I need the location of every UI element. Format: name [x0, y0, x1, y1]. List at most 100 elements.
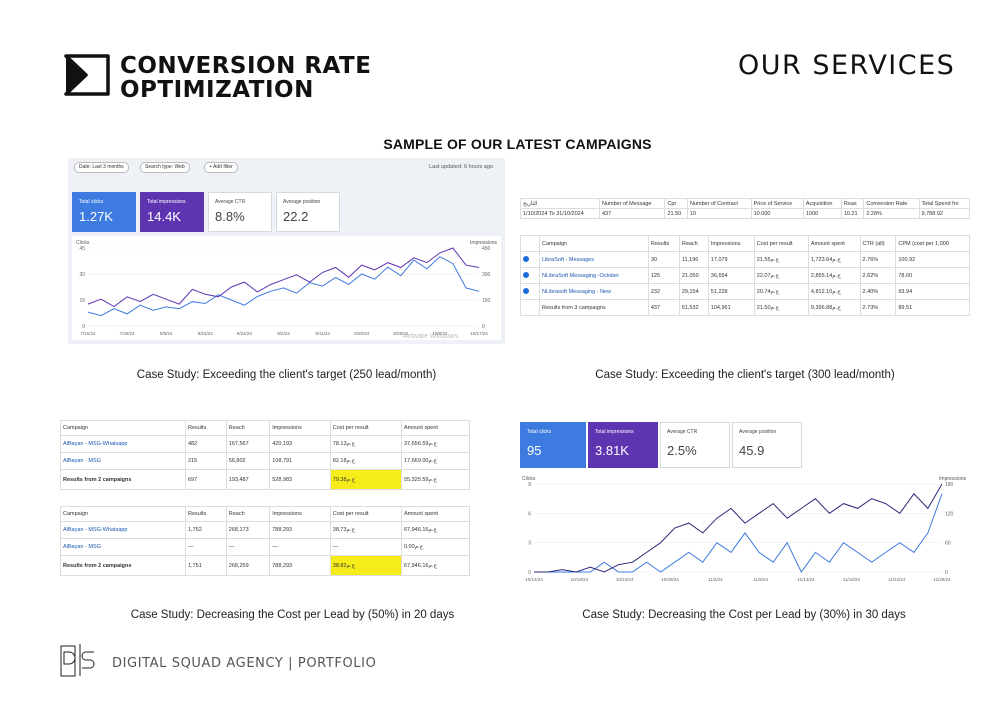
y-tick-label: 0: [82, 324, 85, 330]
header-cell[interactable]: Campaign: [60, 506, 186, 522]
cell: 100.92: [895, 251, 970, 268]
header-cell[interactable]: Cost per result: [329, 420, 402, 436]
y2-tick-label: 60: [945, 541, 951, 547]
case4-caption: Case Study: Decreasing the Cost per Lead…: [582, 609, 906, 621]
axis-right-title: Impressions: [470, 240, 497, 246]
metric-card-clicks[interactable]: Total clicks 1.27K: [72, 192, 136, 232]
cell: 67,946.16ج.م: [400, 555, 470, 576]
cell: 9,396.88ج.م: [807, 299, 861, 316]
table-row: LibraSoft - Messages 30 11,196 17,079 21…: [520, 251, 970, 268]
toggle-on-icon: [523, 287, 529, 294]
header-cell[interactable]: Results: [185, 506, 227, 522]
x-tick-label: 11/28/24: [933, 577, 951, 582]
cell: 268,259: [225, 555, 271, 576]
campaign-link[interactable]: AlBayan - MSG: [60, 538, 186, 556]
metric-card-position[interactable]: Average position 22.2: [276, 192, 340, 232]
metric-value: 2.5%: [667, 443, 697, 458]
campaign-link[interactable]: LibraSoft - Messages: [539, 251, 649, 268]
add-filter-button[interactable]: + Add filter: [204, 162, 238, 173]
campaign-toggle[interactable]: [520, 251, 540, 268]
x-tick-label: 9/29/24: [393, 331, 409, 336]
metric-card-ctr[interactable]: Average CTR 2.5%: [660, 422, 730, 468]
table-header-row: Campaign Results Reach Impressions Cost …: [60, 506, 470, 522]
table-header-row: Campaign Results Reach Impressions Cost …: [60, 420, 470, 436]
header-cell[interactable]: Impressions: [707, 235, 755, 252]
metric-card-impressions[interactable]: Total impressions 3.81K: [588, 422, 658, 468]
campaign-link[interactable]: NLibraSoft Messaging -October: [539, 267, 649, 284]
header-cell: Number of Message: [598, 198, 666, 209]
header-cell[interactable]: CTR (all): [859, 235, 897, 252]
cell: 22.07ج.م: [753, 267, 809, 284]
header-cell: Total Spend fro: [918, 198, 970, 209]
brand-logo: [64, 54, 110, 96]
header-cell: Roas: [840, 198, 865, 209]
header-cell[interactable]: CPM (cost per 1,000: [895, 235, 970, 252]
metric-value: 8.8%: [215, 209, 245, 224]
metric-label: Average CTR: [667, 429, 698, 435]
header-cell[interactable]: Amount spent: [400, 420, 470, 436]
y2-tick-label: 0: [482, 324, 485, 330]
metric-card-ctr[interactable]: Average CTR 8.8%: [208, 192, 272, 232]
campaign-table-after: Campaign Results Reach Impressions Cost …: [60, 506, 470, 576]
cell: 56,802: [225, 452, 271, 470]
campaign-link[interactable]: AlBayan - MSG: [60, 452, 186, 470]
cell: 10.21: [840, 208, 865, 219]
header-cell[interactable]: Impressions: [269, 420, 331, 436]
campaign-link[interactable]: AlBayan - MSG-Whatsapp: [60, 435, 186, 453]
cell: 528,983: [269, 469, 331, 490]
header-cell[interactable]: Reach: [225, 506, 271, 522]
header-cell[interactable]: Cost per result: [753, 235, 809, 252]
header-cell[interactable]: Campaign: [539, 235, 649, 252]
cell: 193,487: [225, 469, 271, 490]
metric-label: Average position: [283, 199, 321, 205]
header-cell[interactable]: Results: [185, 420, 227, 436]
metric-card-impressions[interactable]: Total impressions 14.4K: [140, 192, 204, 232]
cell: 788,293: [269, 521, 331, 539]
logo-title: CONVERSION RATE OPTIMIZATION: [120, 54, 371, 102]
header-cell[interactable]: Campaign: [60, 420, 186, 436]
cell: 20.74ج.م: [753, 283, 809, 300]
campaign-toggle[interactable]: [520, 283, 540, 300]
campaign-table-before: Campaign Results Reach Impressions Cost …: [60, 420, 470, 490]
cell: 2.40%: [859, 283, 897, 300]
y-tick-label: 30: [79, 272, 85, 278]
date-filter[interactable]: Date: Last 3 months: [74, 162, 129, 173]
x-tick-label: 10/8/24: [432, 331, 448, 336]
metric-card-clicks[interactable]: Total clicks 95: [520, 422, 586, 468]
header-cell[interactable]: Results: [647, 235, 680, 252]
cell: —: [329, 538, 402, 556]
campaign-link[interactable]: AlBayan - MSG-Whatsapp: [60, 521, 186, 539]
x-tick-label: 7/15/24: [80, 331, 96, 336]
campaign-link[interactable]: NLibrasoft Messaging - New: [539, 283, 649, 300]
cell: 30: [647, 251, 680, 268]
case2-caption: Case Study: Exceeding the client's targe…: [595, 369, 895, 381]
header-cell[interactable]: Amount spent: [400, 506, 470, 522]
metric-label: Total impressions: [147, 199, 186, 205]
y2-tick-label: 120: [945, 511, 954, 517]
header-cell[interactable]: Impressions: [269, 506, 331, 522]
cell: 17,669.00ج.م: [400, 452, 470, 470]
metric-value: 14.4K: [147, 209, 181, 224]
cell: 108,791: [269, 452, 331, 470]
cell: 1000: [802, 208, 842, 219]
cell: Results from 3 campaigns: [539, 299, 649, 316]
campaign-toggle[interactable]: [520, 267, 540, 284]
watermark: Activate Windows: [403, 333, 459, 340]
y2-tick-label: 180: [945, 482, 954, 488]
header-cell[interactable]: Reach: [678, 235, 709, 252]
agency-logo: [60, 642, 102, 678]
case3-caption: Case Study: Decreasing the Cost per Lead…: [130, 609, 455, 621]
header-cell[interactable]: Cost per result: [329, 506, 402, 522]
metric-card-position[interactable]: Average position 45.9: [732, 422, 802, 468]
x-tick-label: 9/11/24: [315, 331, 330, 336]
cell: 11,196: [678, 251, 709, 268]
table-row: AlBayan - MSG — — — — 0.00ج.م: [60, 538, 470, 556]
x-tick-label: 10/24/24: [616, 577, 634, 582]
header-cell[interactable]: Reach: [225, 420, 271, 436]
cell: 125: [647, 267, 680, 284]
header-cell[interactable]: Amount spent: [807, 235, 861, 252]
search-type-filter[interactable]: Search type: Web: [140, 162, 190, 173]
x-tick-label: 8/15/24: [198, 331, 214, 336]
